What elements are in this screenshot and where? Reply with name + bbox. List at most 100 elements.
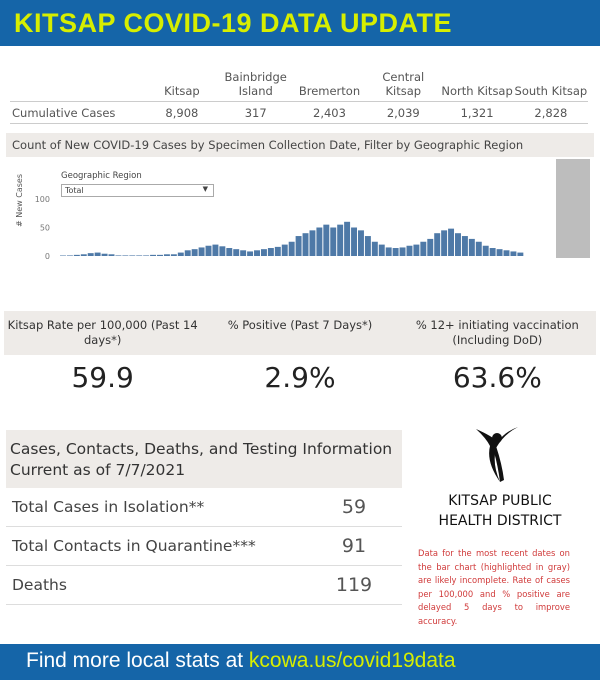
bar	[108, 254, 115, 256]
table-row: Cumulative Cases 8,908 317 2,403 2,039 1…	[10, 102, 588, 124]
column-header: Bainbridge Island	[224, 70, 287, 98]
bar	[288, 241, 295, 256]
bar	[233, 249, 240, 256]
column-header: Kitsap	[164, 84, 200, 98]
bar	[351, 227, 358, 256]
bar	[170, 254, 177, 256]
cell: 317	[244, 105, 267, 120]
region-filter: Geographic Region Total ▼	[61, 171, 214, 197]
table-row: Total Contacts in Quarantine*** 91	[6, 527, 402, 566]
bar	[489, 248, 496, 256]
bar	[274, 246, 281, 256]
bar	[73, 254, 80, 256]
bar	[247, 251, 254, 256]
bar	[427, 238, 434, 256]
bar	[254, 250, 260, 256]
bar	[496, 249, 503, 256]
column-header: South Kitsap	[514, 84, 588, 98]
data-disclaimer: Data for the most recent dates on the ba…	[418, 548, 570, 626]
region-dropdown[interactable]: Total ▼	[61, 184, 214, 197]
bar	[87, 253, 94, 256]
kpi-label-rate: Kitsap Rate per 100,000 (Past 14 days*)	[7, 318, 198, 347]
bar	[94, 252, 101, 256]
row-label: Total Cases in Isolation**	[12, 498, 205, 516]
bar	[385, 247, 392, 256]
bar	[260, 249, 267, 256]
kpi-value-positive: 2.9%	[264, 361, 336, 394]
column-header: Bremerton	[298, 84, 361, 98]
bar	[344, 221, 351, 256]
bar	[392, 248, 399, 256]
kpi-band: Kitsap Rate per 100,000 (Past 14 days*) …	[4, 311, 596, 399]
table-row: Total Cases in Isolation** 59	[6, 488, 402, 527]
bar	[122, 255, 129, 256]
footer-link[interactable]: kcowa.us/covid19data	[248, 649, 456, 672]
bar	[191, 249, 198, 256]
bar	[378, 244, 385, 256]
bar	[281, 244, 288, 256]
footer: Find more local stats at kcowa.us/covid1…	[0, 644, 600, 680]
bar	[219, 246, 226, 256]
kphd-logo: KITSAP PUBLIC HEALTH DISTRICT	[430, 424, 570, 530]
bar	[267, 248, 274, 256]
footer-text: Find more local stats at	[26, 649, 249, 672]
bar	[337, 224, 344, 256]
y-tick-label: 0	[45, 252, 50, 261]
bar	[323, 224, 330, 256]
row-value: 119	[335, 574, 373, 596]
bar	[364, 236, 371, 256]
y-axis-label: # New Cases	[15, 174, 24, 227]
bar	[101, 253, 108, 256]
bar	[60, 255, 66, 256]
bar	[316, 227, 323, 256]
cases-header: Cases, Contacts, Deaths, and Testing Inf…	[6, 430, 402, 488]
bar	[157, 254, 163, 256]
bar	[226, 248, 233, 256]
new-cases-chart: Count of New COVID-19 Cases by Specimen …	[6, 133, 594, 278]
kpi-label-positive: % Positive (Past 7 Days*)	[227, 318, 373, 332]
bar	[302, 233, 309, 256]
logo-line1: KITSAP PUBLIC	[448, 493, 552, 509]
bar	[212, 244, 219, 256]
bar	[330, 227, 337, 256]
bar	[80, 254, 87, 256]
bar	[115, 255, 122, 256]
bar	[517, 252, 524, 256]
bar	[468, 238, 475, 256]
bar	[455, 233, 461, 256]
filter-label: Geographic Region	[61, 171, 142, 181]
cell: 8,908	[165, 105, 199, 120]
bar	[371, 241, 378, 256]
bar	[510, 251, 517, 256]
table-row: Deaths 119	[6, 566, 402, 605]
kpi-value-vaccination: 63.6%	[452, 361, 542, 394]
bar	[399, 247, 406, 256]
bar	[420, 241, 427, 256]
bar	[503, 250, 510, 256]
row-value: 59	[341, 496, 367, 518]
bar	[177, 252, 184, 256]
bar	[143, 255, 150, 256]
bar	[441, 230, 448, 256]
bar	[475, 241, 482, 256]
bar	[136, 255, 143, 256]
bar	[163, 254, 170, 256]
column-header: Central Kitsap	[382, 70, 425, 98]
row-label: Deaths	[12, 576, 67, 594]
bar	[184, 250, 191, 256]
column-header: North Kitsap	[441, 84, 513, 98]
y-tick-label: 100	[35, 195, 50, 204]
cases-date: Current as of 7/7/2021	[10, 461, 186, 479]
chevron-down-icon: ▼	[202, 185, 208, 193]
cell: 2,828	[534, 105, 568, 120]
bar	[205, 245, 212, 256]
bar	[240, 250, 247, 256]
kpi-value-rate: 59.9	[71, 361, 134, 394]
bar	[482, 245, 489, 256]
dropdown-value: Total	[65, 186, 84, 195]
bar	[295, 236, 302, 256]
person-figure-icon	[476, 427, 518, 482]
cases-info-table: Cases, Contacts, Deaths, and Testing Inf…	[6, 430, 402, 605]
table-header: Kitsap Bainbridge Island Bremerton Centr…	[10, 68, 588, 102]
bar	[129, 255, 136, 256]
